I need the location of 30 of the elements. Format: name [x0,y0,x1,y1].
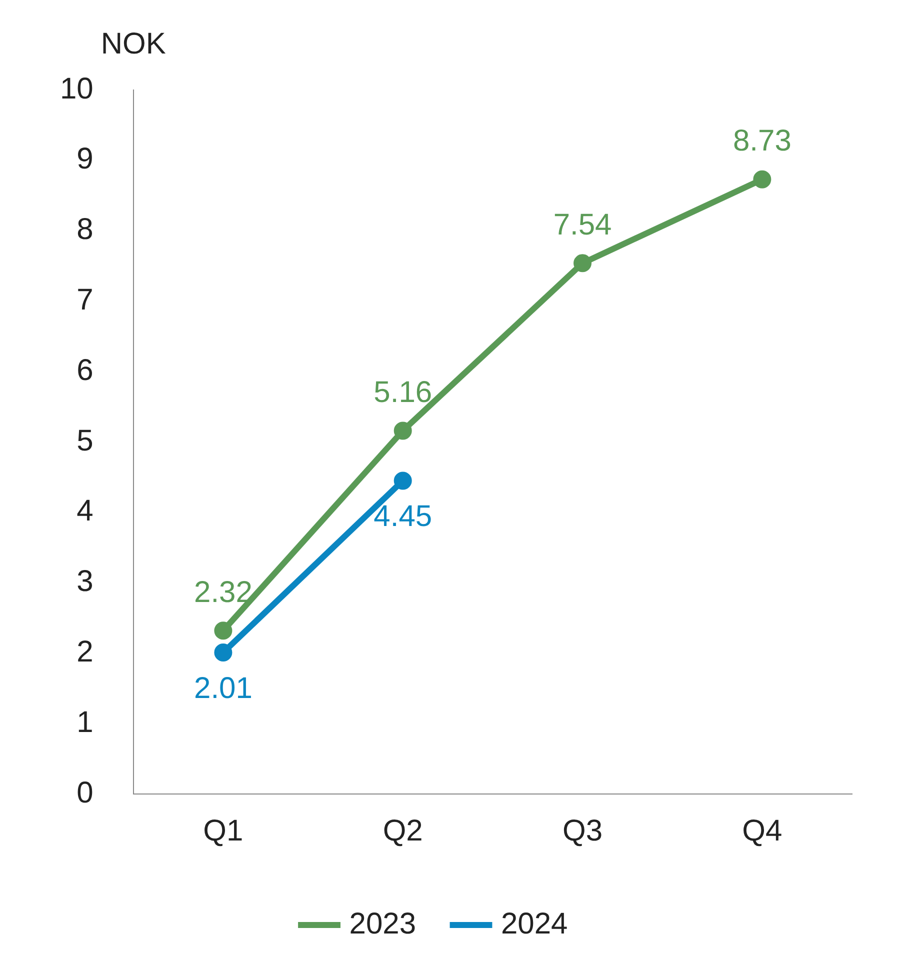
y-tick-label: 10 [60,72,94,106]
y-tick-label: 9 [76,142,94,176]
y-tick-label: 6 [76,354,94,387]
y-tick-label: 0 [76,776,94,810]
y-tick-label: 2 [76,635,94,668]
point [214,622,232,640]
y-tick-label: 7 [76,283,94,316]
data-label: 4.45 [374,500,432,533]
point [753,170,772,188]
y-tick-label: 3 [76,565,94,598]
y-tick-label: 4 [76,494,94,528]
x-tick-label: Q1 [203,814,244,848]
data-label: 5.16 [374,376,432,409]
data-label: 2.32 [194,576,252,609]
y-tick-label: 1 [76,706,94,739]
data-label: 7.54 [553,208,612,242]
x-tick-label: Q4 [742,814,782,848]
legend-label: 2024 [501,907,568,940]
data-label: 2.01 [194,672,252,705]
legend-label: 2023 [349,907,416,940]
y-tick-label: 8 [76,213,94,246]
x-tick-label: Q3 [562,814,603,848]
data-label: 8.73 [732,124,792,158]
x-tick-label: Q2 [382,814,423,848]
y-tick-label: 5 [76,424,94,458]
point [394,422,412,440]
point [394,472,412,490]
point [214,643,232,662]
point [574,254,592,272]
y-axis-title: NOK [100,27,166,60]
